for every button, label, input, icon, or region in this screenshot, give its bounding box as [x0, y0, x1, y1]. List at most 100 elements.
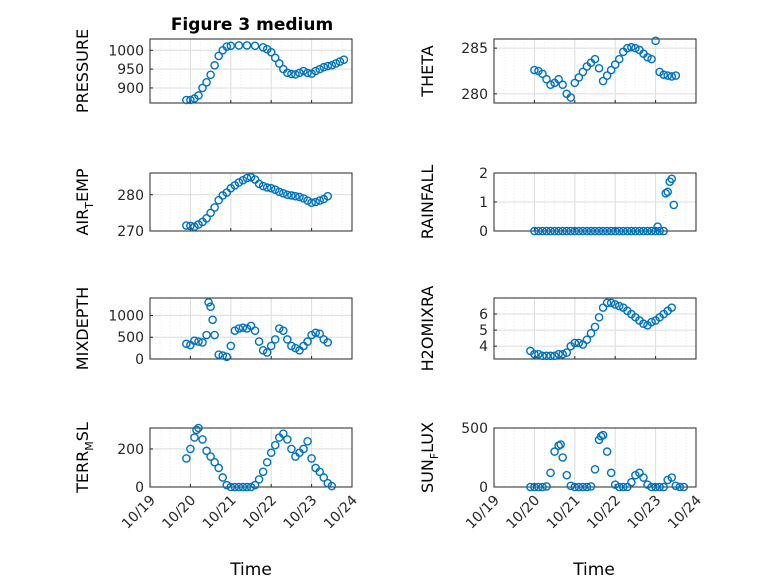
data-point	[208, 315, 217, 325]
data-point	[643, 226, 652, 236]
figure-title: Figure 3 medium	[171, 15, 333, 35]
data-point	[606, 468, 616, 478]
data-point	[594, 63, 604, 73]
data-point	[574, 482, 584, 492]
data-point	[204, 298, 213, 307]
data-point	[570, 338, 580, 348]
data-point	[651, 36, 660, 46]
data-point	[574, 226, 584, 236]
data-point	[631, 226, 640, 236]
data-point	[639, 319, 648, 328]
axes-frame	[493, 38, 697, 104]
y-axis-label-rainfall: RAINFALL	[418, 165, 437, 240]
data-point	[190, 336, 199, 346]
data-point	[283, 190, 292, 200]
data-point	[614, 482, 624, 492]
data-point	[546, 351, 555, 361]
data-point	[214, 463, 223, 473]
data-point	[643, 52, 652, 62]
data-point	[598, 430, 608, 440]
data-point	[307, 198, 316, 208]
data-point	[546, 80, 555, 90]
y-tick-label: 2	[479, 166, 488, 182]
x-tick-label: 10/21	[200, 493, 240, 533]
data-point	[566, 226, 576, 236]
data-point	[562, 348, 572, 357]
data-point	[258, 42, 268, 52]
plot-area-sun_flux	[493, 427, 697, 488]
y-tick-label: 270	[117, 224, 144, 240]
data-point	[274, 187, 284, 197]
data-point	[319, 62, 329, 72]
data-point	[598, 76, 608, 86]
data-point	[319, 473, 329, 482]
data-point	[262, 183, 272, 192]
data-point	[659, 482, 668, 492]
data-point	[279, 429, 288, 439]
data-point	[667, 303, 677, 312]
data-point	[323, 61, 333, 71]
data-point	[530, 482, 539, 492]
data-point	[675, 482, 685, 492]
data-point	[250, 480, 260, 490]
data-point	[554, 74, 563, 84]
data-point	[667, 174, 677, 184]
data-point	[647, 482, 656, 492]
data-point	[566, 481, 576, 491]
data-point	[262, 348, 272, 357]
data-point	[327, 481, 337, 491]
data-point	[266, 448, 276, 458]
data-point	[570, 482, 580, 492]
data-point	[667, 72, 677, 81]
data-point	[266, 183, 276, 193]
data-point	[651, 226, 660, 236]
data-point	[287, 191, 296, 200]
data-point	[610, 226, 620, 236]
x-tick-label: 10/24	[321, 492, 361, 532]
data-point	[610, 60, 620, 69]
y-tick-label: 900	[117, 81, 144, 97]
data-point	[270, 440, 280, 450]
data-point	[558, 349, 567, 359]
data-point	[647, 317, 656, 327]
data-point	[202, 77, 211, 87]
data-point	[574, 338, 584, 348]
y-axis-label-terr_msl: TERRMSL	[73, 422, 96, 494]
data-point	[582, 482, 592, 492]
y-tick-label: 6	[479, 307, 488, 323]
data-point	[182, 339, 191, 349]
y-tick-label: 280	[117, 188, 144, 204]
data-point	[210, 457, 219, 467]
axes-frame	[493, 297, 697, 360]
data-point	[558, 226, 567, 236]
y-axis-label-theta: THETA	[418, 45, 437, 97]
data-point	[578, 482, 588, 492]
y-tick-label: 285	[461, 41, 488, 57]
y-tick-label: 0	[479, 480, 488, 496]
data-point	[556, 440, 565, 449]
data-point	[222, 480, 232, 490]
data-point	[550, 447, 559, 456]
plot-area-terr_msl	[149, 427, 353, 488]
data-point	[246, 482, 256, 492]
y-axis-label-sun_flux: SUNFLUX	[418, 422, 441, 493]
data-point	[291, 70, 300, 79]
data-point	[558, 80, 567, 90]
data-point	[598, 226, 608, 236]
data-point	[238, 323, 248, 332]
data-point	[258, 467, 268, 477]
y-tick-label: 1	[479, 195, 488, 211]
data-point	[538, 351, 547, 361]
data-point	[602, 226, 612, 236]
data-point	[226, 341, 236, 351]
data-point	[582, 335, 592, 345]
y-tick-label: 1000	[108, 308, 144, 324]
data-point	[315, 467, 324, 477]
y-tick-label: 950	[117, 62, 144, 78]
data-point	[218, 351, 228, 360]
data-point	[198, 338, 207, 347]
data-point	[570, 78, 580, 88]
data-point	[651, 482, 660, 492]
x-tick-label: 10/20	[159, 493, 199, 533]
data-point	[194, 423, 203, 433]
